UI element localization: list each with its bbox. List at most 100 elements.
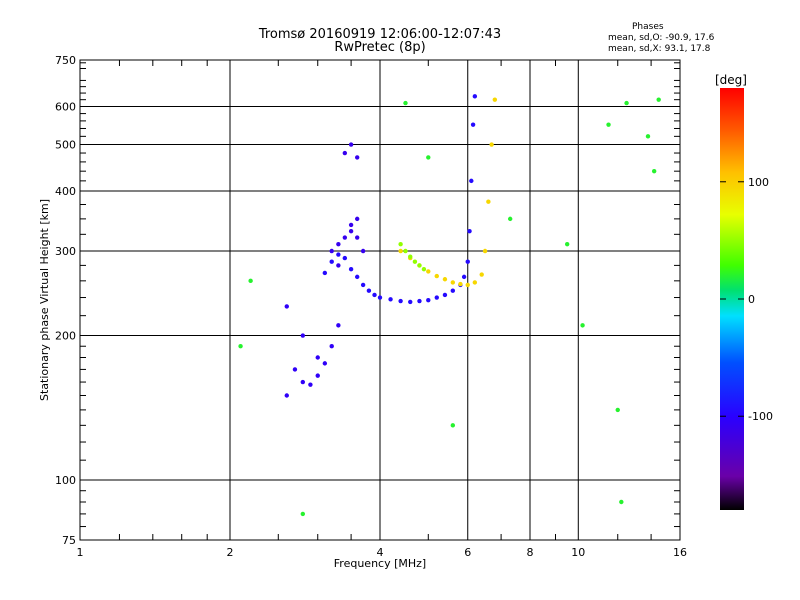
data-point <box>492 97 498 102</box>
y-tick-labels: 75 100 200 300 400 500 600 750 <box>55 54 76 547</box>
chart-title: Tromsø 20160919 12:06:00-12:07:43 <box>258 27 502 42</box>
colorbar-tick-label: 100 <box>748 176 769 189</box>
data-point <box>300 379 306 385</box>
phase-stats-o: mean, sd,O: -90.9, 17.6 <box>608 33 715 43</box>
data-point <box>434 295 439 300</box>
data-point <box>284 393 289 398</box>
data-point <box>450 423 456 428</box>
colorbar-label: [deg] <box>715 73 747 87</box>
data-point <box>656 97 661 102</box>
data-point <box>426 155 431 160</box>
x-axis-label: Frequency [MHz] <box>334 557 426 570</box>
data-point <box>470 122 476 127</box>
y-tick-label: 600 <box>55 101 76 114</box>
data-point <box>336 323 341 328</box>
data-point <box>580 323 585 328</box>
data-point <box>377 295 383 300</box>
data-points <box>238 94 661 517</box>
data-point <box>348 142 354 147</box>
data-point <box>482 248 488 254</box>
data-point <box>458 281 463 287</box>
data-point <box>342 150 348 156</box>
colorbar-ticks: 100 0 -100 <box>720 176 773 423</box>
x-tick-label: 6 <box>464 546 471 559</box>
data-point <box>403 100 408 106</box>
data-point <box>348 222 354 228</box>
x-tick-label: 16 <box>673 546 687 559</box>
data-point <box>442 277 448 282</box>
data-point <box>336 252 341 257</box>
data-point <box>461 274 467 280</box>
data-point <box>354 155 360 160</box>
x-tick-label: 4 <box>377 546 384 559</box>
x-tick-label: 8 <box>527 546 534 559</box>
data-point <box>315 355 320 360</box>
data-point <box>322 270 328 276</box>
phases-title: Phases <box>632 22 664 32</box>
data-point <box>336 241 341 247</box>
data-point <box>486 199 491 204</box>
phase-stats-x: mean, sd,X: 93.1, 17.8 <box>608 44 711 54</box>
data-point <box>360 282 366 288</box>
colorbar-tick-label: -100 <box>748 410 773 423</box>
x-tick-label: 10 <box>571 546 585 559</box>
data-point <box>315 373 320 378</box>
y-axis-label: Stationary phase Virtual Height [km] <box>38 199 51 401</box>
y-tick-label: 300 <box>55 245 76 258</box>
data-point <box>398 248 403 254</box>
data-point <box>342 235 348 240</box>
data-point <box>615 407 620 413</box>
data-point <box>388 297 393 302</box>
data-point <box>284 304 289 309</box>
y-tick-label: 200 <box>55 330 76 343</box>
data-point <box>479 272 484 277</box>
data-point <box>354 235 360 240</box>
data-point <box>238 344 243 349</box>
data-point <box>248 278 253 284</box>
data-point <box>442 292 448 298</box>
data-point <box>417 263 422 268</box>
data-point <box>489 142 494 147</box>
data-point <box>329 248 334 254</box>
y-tick-label: 750 <box>55 54 76 67</box>
colorbar-tick-label: 0 <box>748 293 755 306</box>
x-tick-labels: 1 2 4 6 8 10 16 <box>77 546 688 559</box>
data-point <box>348 266 354 272</box>
y-tick-label: 75 <box>62 534 76 547</box>
plot-frame <box>79 59 681 541</box>
data-point <box>417 298 422 304</box>
data-point <box>408 254 413 259</box>
data-point <box>469 178 474 184</box>
data-point <box>372 292 377 298</box>
data-point <box>322 361 328 366</box>
data-point <box>308 382 313 387</box>
data-point <box>434 273 439 279</box>
data-point <box>507 216 513 222</box>
axis-ticks <box>80 60 680 540</box>
data-point <box>465 259 470 264</box>
data-point <box>354 274 360 280</box>
data-point <box>472 94 478 99</box>
y-tick-label: 400 <box>55 185 76 198</box>
data-point <box>450 288 456 293</box>
data-point <box>336 263 341 268</box>
data-point <box>329 344 334 349</box>
data-point <box>398 241 403 247</box>
data-point <box>292 367 298 372</box>
y-tick-label: 500 <box>55 139 76 152</box>
data-point <box>412 259 418 264</box>
data-point <box>342 255 348 261</box>
data-point <box>645 134 651 139</box>
data-point <box>348 228 354 234</box>
data-point <box>450 280 456 285</box>
data-point <box>426 297 431 303</box>
data-point <box>426 269 431 274</box>
x-tick-label: 2 <box>227 546 234 559</box>
data-point <box>624 100 629 106</box>
data-point <box>403 248 408 254</box>
y-tick-label: 100 <box>55 474 76 487</box>
data-point <box>606 122 611 127</box>
chart-subtitle: RwPretec (8p) <box>334 40 426 55</box>
data-point <box>467 228 472 234</box>
